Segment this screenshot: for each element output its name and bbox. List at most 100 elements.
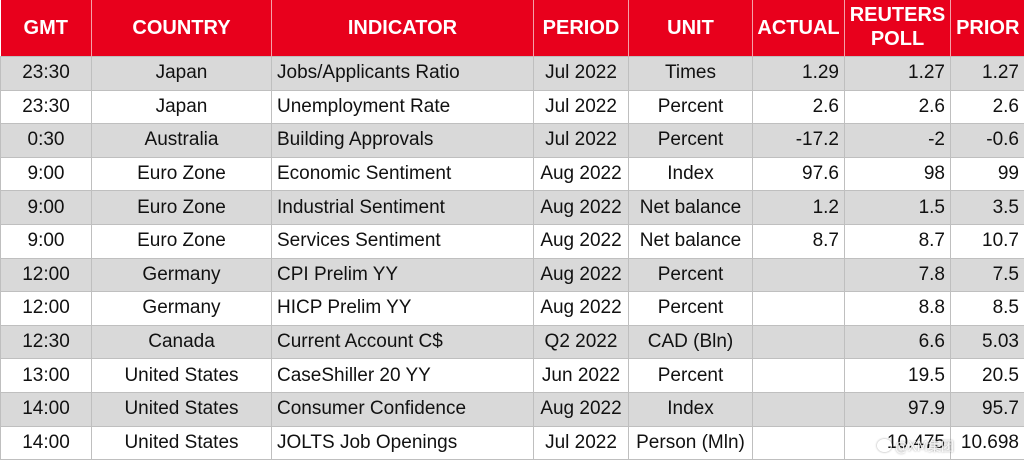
- cell-country: United States: [92, 426, 272, 460]
- cell-prior: 10.7: [951, 224, 1024, 258]
- cell-reuters-poll: 10.475: [845, 426, 951, 460]
- cell-actual: 2.6: [753, 90, 845, 124]
- cell-country: United States: [92, 392, 272, 426]
- cell-period: Q2 2022: [534, 325, 629, 359]
- header-unit: UNIT: [629, 0, 753, 57]
- cell-indicator: Services Sentiment: [272, 224, 534, 258]
- cell-period: Jul 2022: [534, 57, 629, 91]
- cell-gmt: 13:00: [1, 359, 92, 393]
- header-country: COUNTRY: [92, 0, 272, 57]
- cell-period: Aug 2022: [534, 191, 629, 225]
- cell-reuters-poll: -2: [845, 124, 951, 158]
- cell-indicator: HICP Prelim YY: [272, 292, 534, 326]
- cell-unit: Percent: [629, 258, 753, 292]
- cell-country: Germany: [92, 258, 272, 292]
- header-reuters-poll-line1: REUTERS: [850, 4, 946, 26]
- cell-actual: 8.7: [753, 224, 845, 258]
- cell-reuters-poll: 97.9: [845, 392, 951, 426]
- cell-country: Canada: [92, 325, 272, 359]
- cell-actual: [753, 426, 845, 460]
- cell-unit: Index: [629, 392, 753, 426]
- cell-period: Aug 2022: [534, 392, 629, 426]
- header-indicator: INDICATOR: [272, 0, 534, 57]
- cell-gmt: 9:00: [1, 191, 92, 225]
- cell-actual: [753, 258, 845, 292]
- header-prior: PRIOR: [951, 0, 1024, 57]
- cell-period: Jun 2022: [534, 359, 629, 393]
- cell-reuters-poll: 1.27: [845, 57, 951, 91]
- cell-indicator: Consumer Confidence: [272, 392, 534, 426]
- cell-country: Japan: [92, 57, 272, 91]
- cell-unit: Percent: [629, 90, 753, 124]
- cell-reuters-poll: 8.8: [845, 292, 951, 326]
- cell-unit: Percent: [629, 124, 753, 158]
- cell-prior: 8.5: [951, 292, 1024, 326]
- cell-indicator: Unemployment Rate: [272, 90, 534, 124]
- cell-prior: 2.6: [951, 90, 1024, 124]
- cell-actual: 1.29: [753, 57, 845, 91]
- cell-indicator: CaseShiller 20 YY: [272, 359, 534, 393]
- cell-unit: Net balance: [629, 191, 753, 225]
- cell-gmt: 12:30: [1, 325, 92, 359]
- cell-unit: Net balance: [629, 224, 753, 258]
- cell-reuters-poll: 7.8: [845, 258, 951, 292]
- cell-actual: [753, 325, 845, 359]
- cell-unit: CAD (Bln): [629, 325, 753, 359]
- cell-prior: 10.698: [951, 426, 1024, 460]
- header-period: PERIOD: [534, 0, 629, 57]
- cell-reuters-poll: 8.7: [845, 224, 951, 258]
- header-actual: ACTUAL: [753, 0, 845, 57]
- cell-reuters-poll: 1.5: [845, 191, 951, 225]
- header-gmt: GMT: [1, 0, 92, 57]
- cell-prior: -0.6: [951, 124, 1024, 158]
- cell-period: Aug 2022: [534, 292, 629, 326]
- cell-country: Euro Zone: [92, 191, 272, 225]
- cell-indicator: Jobs/Applicants Ratio: [272, 57, 534, 91]
- cell-indicator: JOLTS Job Openings: [272, 426, 534, 460]
- cell-reuters-poll: 6.6: [845, 325, 951, 359]
- cell-indicator: CPI Prelim YY: [272, 258, 534, 292]
- cell-period: Aug 2022: [534, 157, 629, 191]
- cell-period: Aug 2022: [534, 224, 629, 258]
- cell-period: Jul 2022: [534, 426, 629, 460]
- cell-reuters-poll: 19.5: [845, 359, 951, 393]
- cell-gmt: 12:00: [1, 258, 92, 292]
- cell-reuters-poll: 2.6: [845, 90, 951, 124]
- cell-country: United States: [92, 359, 272, 393]
- cell-gmt: 9:00: [1, 224, 92, 258]
- cell-indicator: Current Account C$: [272, 325, 534, 359]
- cell-indicator: Economic Sentiment: [272, 157, 534, 191]
- cell-actual: 97.6: [753, 157, 845, 191]
- header-row: GMT COUNTRY INDICATOR PERIOD UNIT ACTUAL…: [1, 0, 1024, 57]
- cell-indicator: Industrial Sentiment: [272, 191, 534, 225]
- cell-gmt: 0:30: [1, 124, 92, 158]
- cell-country: Germany: [92, 292, 272, 326]
- cell-actual: [753, 392, 845, 426]
- cell-reuters-poll: 98: [845, 157, 951, 191]
- cell-unit: Person (Mln): [629, 426, 753, 460]
- cell-period: Jul 2022: [534, 124, 629, 158]
- cell-prior: 3.5: [951, 191, 1024, 225]
- header-reuters-poll-line2: POLL: [871, 28, 924, 50]
- cell-prior: 5.03: [951, 325, 1024, 359]
- cell-unit: Times: [629, 57, 753, 91]
- cell-gmt: 23:30: [1, 57, 92, 91]
- cell-country: Japan: [92, 90, 272, 124]
- cell-gmt: 14:00: [1, 426, 92, 460]
- cell-unit: Percent: [629, 292, 753, 326]
